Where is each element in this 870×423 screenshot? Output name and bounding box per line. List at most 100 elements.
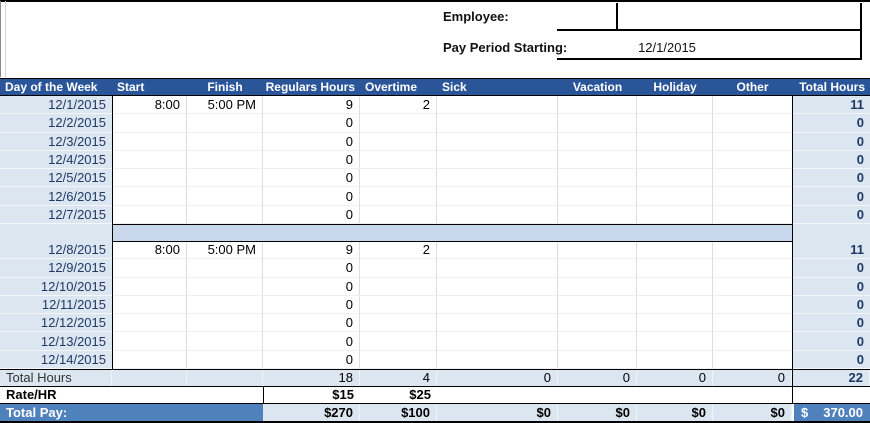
cell-start[interactable] — [112, 169, 187, 188]
cell-overtime[interactable] — [360, 132, 437, 151]
cell-vacation[interactable] — [558, 314, 637, 333]
cell-other[interactable] — [713, 150, 792, 170]
separator-middle[interactable] — [112, 223, 792, 241]
cell-start[interactable] — [112, 132, 187, 151]
cell-vacation[interactable] — [558, 132, 637, 151]
cell-date[interactable]: 12/8/2015 — [0, 240, 112, 260]
cell-regular[interactable]: 0 — [263, 350, 360, 369]
totals-regular[interactable]: 18 — [263, 368, 360, 386]
cell-other[interactable] — [713, 169, 792, 188]
cell-regular[interactable]: 0 — [263, 169, 360, 188]
cell-other[interactable] — [713, 96, 792, 115]
cell-vacation[interactable] — [558, 169, 637, 188]
rate-label[interactable]: Rate/HR — [0, 385, 112, 403]
cell-overtime[interactable] — [360, 350, 437, 369]
cell-date[interactable]: 12/11/2015 — [0, 295, 112, 315]
rate-overtime[interactable]: $25 — [360, 385, 437, 403]
cell-overtime[interactable] — [360, 114, 437, 133]
cell-holiday[interactable] — [637, 169, 713, 188]
pay-period-input-line[interactable] — [557, 58, 862, 60]
rate-sick[interactable] — [437, 385, 558, 403]
cell-sick[interactable] — [437, 259, 558, 278]
cell-regular[interactable]: 0 — [263, 277, 360, 296]
cell-date[interactable]: 12/9/2015 — [0, 259, 112, 278]
total-pay-label[interactable]: Total Pay: — [0, 402, 263, 423]
pay-overtime[interactable]: $100 — [360, 402, 437, 423]
header-total[interactable]: Total Hours — [799, 80, 865, 94]
cell-holiday[interactable] — [637, 332, 713, 351]
cell-finish[interactable]: 5:00 PM — [187, 96, 263, 115]
cell-finish[interactable] — [187, 187, 263, 206]
cell-total[interactable]: 0 — [792, 205, 870, 224]
cell-finish[interactable] — [187, 314, 263, 333]
cell-finish[interactable] — [187, 332, 263, 351]
cell-finish[interactable] — [187, 277, 263, 296]
cell-start[interactable] — [112, 332, 187, 351]
cell-date[interactable]: 12/5/2015 — [0, 169, 112, 188]
cell-date[interactable]: 12/2/2015 — [0, 114, 112, 133]
pay-sick[interactable]: $0 — [437, 402, 558, 423]
cell-total[interactable]: 0 — [792, 259, 870, 278]
cell-start[interactable] — [112, 277, 187, 296]
header-regular[interactable]: Regulars Hours — [265, 80, 355, 94]
cell-overtime[interactable] — [360, 150, 437, 170]
cell-holiday[interactable] — [637, 96, 713, 115]
cell-sick[interactable] — [437, 240, 558, 260]
cell-vacation[interactable] — [558, 259, 637, 278]
header-vacation[interactable]: Vacation — [572, 80, 623, 94]
cell-finish[interactable] — [187, 132, 263, 151]
cell-regular[interactable]: 0 — [263, 314, 360, 333]
employee-input-line[interactable] — [557, 29, 862, 31]
cell-vacation[interactable] — [558, 240, 637, 260]
cell-vacation[interactable] — [558, 332, 637, 351]
cell-finish[interactable] — [187, 114, 263, 133]
cell-total[interactable]: 0 — [792, 187, 870, 206]
cell-finish[interactable] — [187, 205, 263, 224]
cell-total[interactable]: 0 — [792, 350, 870, 369]
cell-finish[interactable]: 5:00 PM — [187, 240, 263, 260]
cell-total[interactable]: 11 — [792, 240, 870, 260]
cell-start[interactable] — [112, 187, 187, 206]
cell-start[interactable] — [112, 259, 187, 278]
cell-total[interactable]: 0 — [792, 277, 870, 296]
cell-date[interactable]: 12/6/2015 — [0, 187, 112, 206]
cell-holiday[interactable] — [637, 314, 713, 333]
cell-overtime[interactable]: 2 — [360, 96, 437, 115]
cell-total[interactable]: 0 — [792, 314, 870, 333]
cell-start[interactable]: 8:00 — [112, 96, 187, 115]
rate-regular[interactable]: $15 — [263, 385, 360, 403]
cell-other[interactable] — [713, 350, 792, 369]
cell-sick[interactable] — [437, 314, 558, 333]
totals-vacation[interactable]: 0 — [558, 368, 637, 386]
cell-regular[interactable]: 0 — [263, 205, 360, 224]
cell-regular[interactable]: 0 — [263, 332, 360, 351]
cell-date[interactable]: 12/13/2015 — [0, 332, 112, 351]
cell-total[interactable]: 0 — [792, 132, 870, 151]
separator-left[interactable] — [0, 223, 112, 241]
cell-regular[interactable]: 0 — [263, 132, 360, 151]
rate-vacation[interactable] — [558, 385, 637, 403]
cell-holiday[interactable] — [637, 114, 713, 133]
cell-other[interactable] — [713, 205, 792, 224]
cell-regular[interactable]: 0 — [263, 150, 360, 170]
cell-date[interactable]: 12/7/2015 — [0, 205, 112, 224]
cell-sick[interactable] — [437, 169, 558, 188]
cell-start[interactable] — [112, 295, 187, 315]
cell-sick[interactable] — [437, 187, 558, 206]
cell-sick[interactable] — [437, 150, 558, 170]
cell-total[interactable]: 11 — [792, 96, 870, 115]
cell-sick[interactable] — [437, 350, 558, 369]
cell-holiday[interactable] — [637, 259, 713, 278]
cell-total[interactable]: 0 — [792, 295, 870, 315]
cell-vacation[interactable] — [558, 295, 637, 315]
cell-start[interactable] — [112, 314, 187, 333]
cell-start[interactable] — [112, 150, 187, 170]
totals-sick[interactable]: 0 — [437, 368, 558, 386]
cell-finish[interactable] — [187, 169, 263, 188]
pay-period-value[interactable]: 12/1/2015 — [638, 40, 696, 55]
cell-regular[interactable]: 0 — [263, 114, 360, 133]
cell-overtime[interactable] — [360, 169, 437, 188]
cell-holiday[interactable] — [637, 150, 713, 170]
rate-total[interactable] — [792, 385, 870, 403]
cell-other[interactable] — [713, 314, 792, 333]
